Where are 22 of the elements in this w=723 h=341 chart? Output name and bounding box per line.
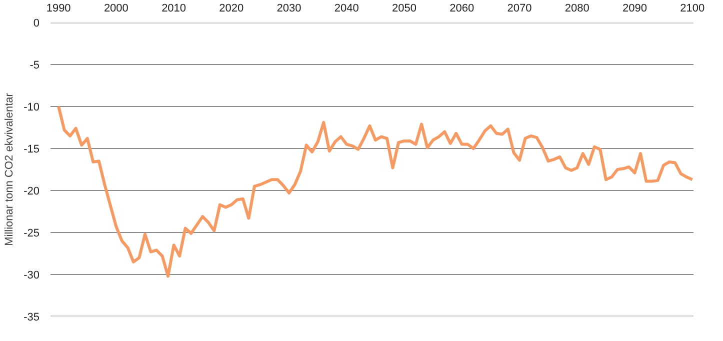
- y-tick-label: -20: [24, 186, 40, 198]
- y-tick-label: 0: [33, 18, 40, 30]
- line-series: [57, 105, 694, 278]
- x-tick-label: 2000: [104, 2, 128, 14]
- x-tick-label: 2060: [450, 2, 474, 14]
- y-tick-label: -30: [24, 270, 40, 282]
- y-tick-label: -15: [24, 144, 40, 156]
- x-tick-label: 2050: [392, 2, 417, 14]
- y-tick-label: -5: [30, 60, 40, 72]
- x-tick-label: 1990: [46, 2, 71, 14]
- x-tick-label: 2100: [680, 2, 705, 14]
- y-axis-title: Millionar tonn CO2 ekvivalentar: [4, 92, 16, 246]
- x-tick-label: 2080: [564, 2, 590, 14]
- x-tick-label: 2010: [162, 2, 186, 14]
- x-tick-label: 2070: [507, 2, 532, 14]
- x-tick-label: 2040: [334, 2, 359, 14]
- y-tick-label: -25: [24, 228, 40, 240]
- x-tick-label: 2030: [276, 2, 302, 14]
- y-tick-label: -35: [24, 312, 40, 324]
- y-tick-label: -10: [24, 102, 40, 114]
- x-tick-label: 2020: [219, 2, 244, 14]
- x-tick-label: 2090: [622, 2, 647, 14]
